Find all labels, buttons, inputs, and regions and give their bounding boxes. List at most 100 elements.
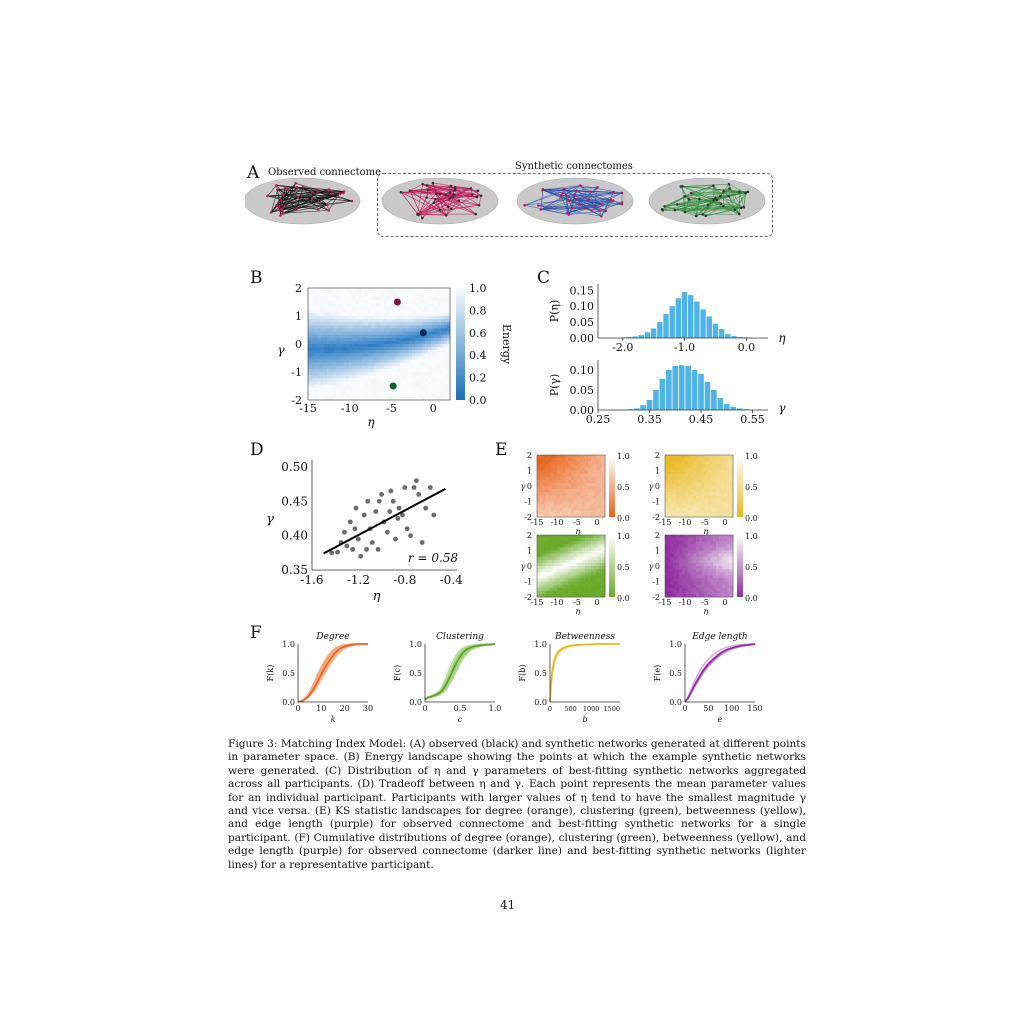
edge [713, 185, 722, 205]
edge [591, 210, 602, 217]
ks-cell [684, 470, 688, 474]
heatmap-cell [386, 384, 391, 388]
heatmap-cell [405, 294, 410, 298]
ks-cell [690, 489, 694, 493]
heatmap-cell [399, 362, 403, 367]
x-axis-label: η [367, 415, 375, 428]
heatmap-cell [333, 365, 337, 370]
ks-cell [573, 578, 577, 582]
heatmap-cell [377, 368, 381, 373]
ks-cell [670, 587, 674, 592]
ks-cell [690, 553, 694, 557]
ks-cell [554, 590, 558, 595]
ks-cell [602, 544, 606, 548]
ks-cell [721, 507, 725, 512]
ks-cell [699, 590, 703, 595]
ks-cell [571, 501, 575, 505]
ks-cell [596, 470, 600, 474]
heatmap-cell [446, 368, 451, 373]
heatmap-cell [323, 337, 328, 342]
heatmap-cell [317, 322, 321, 326]
ks-cell [707, 489, 711, 493]
ks-cell [551, 575, 555, 579]
heatmap-cell [336, 291, 340, 295]
ks-cell [554, 562, 558, 567]
ks-cell [699, 492, 703, 496]
ks-cell [590, 455, 594, 459]
heatmap-cell [349, 316, 353, 320]
edge [574, 195, 606, 212]
heatmap-cell [333, 356, 337, 360]
ks-cell [718, 498, 722, 502]
heatmap-cell [393, 396, 397, 401]
heatmap-cell [355, 300, 359, 304]
ks-cell [537, 467, 541, 471]
heatmap-cell [412, 368, 416, 373]
ks-cell [537, 553, 541, 557]
ks-cell [670, 575, 674, 579]
ks-cell [710, 513, 714, 518]
heatmap-cell [402, 359, 407, 363]
ks-cell [571, 455, 575, 459]
ks-cell [590, 482, 594, 487]
heatmap-cell [427, 334, 432, 339]
heatmap-cell [342, 294, 347, 298]
ks-cell [599, 575, 603, 579]
ks-cell [676, 541, 680, 545]
heatmap-cell [412, 337, 416, 342]
y-tick-label: 0.05 [570, 316, 595, 329]
ks-cell [579, 587, 583, 592]
ks-cell [684, 479, 688, 484]
ks-cell [713, 489, 717, 493]
ks-cell [701, 479, 705, 484]
ks-cell [684, 556, 688, 561]
heatmap-cell [393, 372, 397, 376]
heatmap-cell [323, 331, 328, 335]
y-axis-label: F(k) [266, 665, 275, 682]
ks-cell [565, 593, 569, 598]
synthetic-cdf-line [684, 643, 747, 703]
heatmap-cell [399, 396, 403, 401]
ks-cell [724, 544, 728, 548]
heatmap-cell [424, 384, 429, 388]
x-tick-label: -15 [299, 402, 317, 415]
heatmap-cell [386, 381, 391, 385]
ks-cell [596, 482, 600, 487]
ks-cell [579, 455, 583, 459]
heatmap-cell [443, 390, 448, 395]
ks-cell [590, 507, 594, 512]
ks-cell [579, 479, 583, 484]
ks-cell [576, 572, 580, 576]
heatmap-cell [424, 393, 429, 398]
ks-cell [542, 535, 546, 539]
heatmap-cell [355, 362, 359, 367]
x-axis-label: η [703, 607, 708, 615]
ks-cell [565, 550, 569, 554]
ks-cell [670, 553, 674, 557]
heatmap-cell [380, 340, 385, 345]
ks-cell [667, 575, 671, 579]
heatmap-cell [358, 291, 362, 295]
ks-cell [548, 584, 552, 588]
ks-cell [573, 556, 577, 561]
heatmap-cell [371, 390, 375, 395]
node [701, 213, 705, 216]
ks-cell [704, 501, 708, 505]
y-tick-label: -1 [524, 498, 532, 507]
heatmap-cell [399, 353, 403, 357]
ks-cell [713, 464, 717, 468]
heatmap-cell [311, 337, 315, 342]
heatmap-cell [390, 309, 394, 314]
heatmap-cell [386, 365, 391, 370]
heatmap-cell [412, 306, 416, 311]
heatmap-cell [424, 381, 429, 385]
ks-cell [551, 556, 555, 561]
ks-cell [576, 566, 580, 570]
heatmap-cell [349, 288, 353, 292]
ks-cell [576, 467, 580, 471]
ks-cell [701, 464, 705, 468]
ks-cell [551, 501, 555, 505]
heatmap-cell [367, 378, 372, 382]
ks-cell [596, 578, 600, 582]
ks-cell [667, 479, 671, 484]
